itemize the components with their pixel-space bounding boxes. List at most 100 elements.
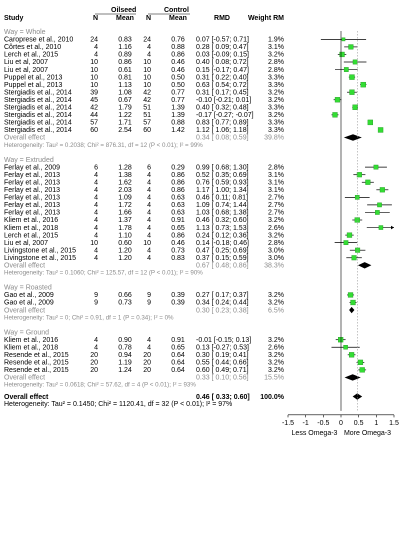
subgroup-overall-weight: 15.5% xyxy=(264,375,284,382)
control-mean: 0.83 xyxy=(171,255,185,262)
study-weight: 3.2% xyxy=(268,89,284,96)
subgroup-heterogeneity: Heterogeneity: Tau² = 0.2038; Chi² = 876… xyxy=(4,142,203,149)
control-n: 51 xyxy=(143,105,151,112)
oilseed-n: 10 xyxy=(90,74,98,81)
oilseed-mean: 1.22 xyxy=(118,112,132,119)
oilseed-n: 4 xyxy=(94,202,98,209)
weight-square xyxy=(356,172,362,178)
rmd-ci: 0.46 [ 0.32; 0.60] xyxy=(196,217,249,224)
oilseed-n: 4 xyxy=(94,52,98,59)
control-n: 20 xyxy=(143,360,151,367)
control-mean: 0.46 xyxy=(171,67,185,74)
study-name: Lerch et al., 2015 xyxy=(4,232,58,239)
rmd-ci: 0.28 [ 0.09; 0.47] xyxy=(196,44,249,51)
study-weight: 3.3% xyxy=(268,74,284,81)
weight-square xyxy=(378,225,384,230)
rmd-ci: 0.30 [ 0.19; 0.41] xyxy=(196,352,249,359)
study-weight: 2.7% xyxy=(268,202,284,209)
subgroup-overall-label: Overall effect xyxy=(4,135,45,142)
oilseed-mean: 1.38 xyxy=(118,172,132,179)
left-direction-label: Less Omega-3 xyxy=(292,430,338,437)
rmd-ci: 0.15 [-0.17; 0.47] xyxy=(196,67,249,74)
control-n: 4 xyxy=(147,44,151,51)
study-name: Côrtes et al., 2010 xyxy=(4,44,61,51)
study-weight: 3.2% xyxy=(268,217,284,224)
study-name: Ferlay et al., 2013 xyxy=(4,179,60,186)
oilseed-n: 60 xyxy=(90,127,98,134)
study-header: Study xyxy=(4,15,24,22)
study-name: Kliem et al., 2018 xyxy=(4,225,58,232)
control-mean: 0.65 xyxy=(171,344,185,351)
control-n: 4 xyxy=(147,217,151,224)
study-weight: 2.8% xyxy=(268,67,284,74)
study-weight: 2.8% xyxy=(268,59,284,66)
study-weight: 1.9% xyxy=(268,37,284,44)
study-weight: 3.3% xyxy=(268,105,284,112)
group-header-way-ground: Way = Ground xyxy=(4,329,49,336)
study-name: Stergiadis et al., 2014 xyxy=(4,89,72,96)
study-weight: 3.2% xyxy=(268,352,284,359)
study-name: Ferlay et al., 2009 xyxy=(4,164,60,171)
oilseed-mean: 2.54 xyxy=(118,127,132,134)
oilseed-mean: 0.61 xyxy=(118,67,132,74)
oilseed-n: 4 xyxy=(94,232,98,239)
study-name: Puppel et al., 2013 xyxy=(4,82,62,89)
oilseed-mean: 0.73 xyxy=(118,300,132,307)
oilseed-n: 9 xyxy=(94,300,98,307)
oilseed-n: 20 xyxy=(90,352,98,359)
rmd-ci: 0.40 [ 0.32; 0.48] xyxy=(196,105,249,112)
study-name: Resende et al., 2015 xyxy=(4,352,69,359)
oilseed-mean: 1.16 xyxy=(118,44,132,51)
control-mean: 0.88 xyxy=(171,44,185,51)
oilseed-mean: 1.79 xyxy=(118,105,132,112)
rmd-ci: 0.76 [ 0.59; 0.93] xyxy=(196,179,249,186)
study-weight: 3.2% xyxy=(268,97,284,104)
control-n: 4 xyxy=(147,232,151,239)
rmd-ci: 0.47 [ 0.25; 0.69] xyxy=(196,247,249,254)
study-weight: 2.8% xyxy=(268,240,284,247)
x-axis: -1.5 -1 -0.5 0 0.5 1 1.5 Less Omega-3 More Omega… xyxy=(282,414,399,437)
control-mean: 1.39 xyxy=(171,112,185,119)
control-mean: 0.63 xyxy=(171,195,185,202)
rmd-ci: 0.31 [ 0.22; 0.40] xyxy=(196,74,249,81)
overall-effect-ci: 0.46 [ 0.33; 0.60] xyxy=(196,394,250,401)
oilseed-group-header: Oilseed xyxy=(111,7,136,14)
rmd-header: RMD xyxy=(214,15,230,22)
rmd-ci: 0.55 [ 0.44; 0.66] xyxy=(196,360,249,367)
control-n: 20 xyxy=(143,367,151,374)
ci-arrow xyxy=(391,225,394,230)
x-tick-label: -0.5 xyxy=(317,420,329,427)
oilseed-n: 57 xyxy=(90,120,98,127)
control-n: 4 xyxy=(147,172,151,179)
study-weight: 2.7% xyxy=(268,210,284,217)
rmd-ci: 0.52 [ 0.35; 0.69] xyxy=(196,172,249,179)
control-mean: 0.86 xyxy=(171,232,185,239)
rmd-ci: -0.17 [-0.27; -0.07] xyxy=(196,112,254,119)
study-name: Liu et al, 2007 xyxy=(4,240,48,247)
oilseed-mean: 0.66 xyxy=(118,292,132,299)
rmd-ci: 0.46 [ 0.11; 0.81] xyxy=(196,195,248,202)
study-name: Resende et al., 2015 xyxy=(4,367,69,374)
x-tick-label: 0 xyxy=(339,420,343,427)
control-mean: 1.39 xyxy=(171,105,185,112)
control-mean: 0.86 xyxy=(171,52,185,59)
control-n: 4 xyxy=(147,195,151,202)
oilseed-n: 10 xyxy=(90,82,98,89)
oilseed-mean: 0.83 xyxy=(118,37,132,44)
rmd-ci: 0.27 [ 0.17; 0.37] xyxy=(196,292,249,299)
study-weight: 2.6% xyxy=(268,225,284,232)
rmd-ci: 1.13 [ 0.73; 1.53] xyxy=(196,225,249,232)
control-n: 4 xyxy=(147,337,151,344)
oilseed-n: 4 xyxy=(94,255,98,262)
oilseed-mean: 1.24 xyxy=(118,367,132,374)
control-n: 4 xyxy=(147,52,151,59)
weight-square xyxy=(347,292,354,298)
x-tick-label: 1 xyxy=(374,420,378,427)
control-mean: 0.46 xyxy=(171,240,185,247)
control-mean: 0.91 xyxy=(171,217,185,224)
weight-square xyxy=(349,74,355,80)
control-n: 4 xyxy=(147,344,151,351)
oilseed-n: 20 xyxy=(90,360,98,367)
subgroup-overall-diamond xyxy=(357,262,372,269)
